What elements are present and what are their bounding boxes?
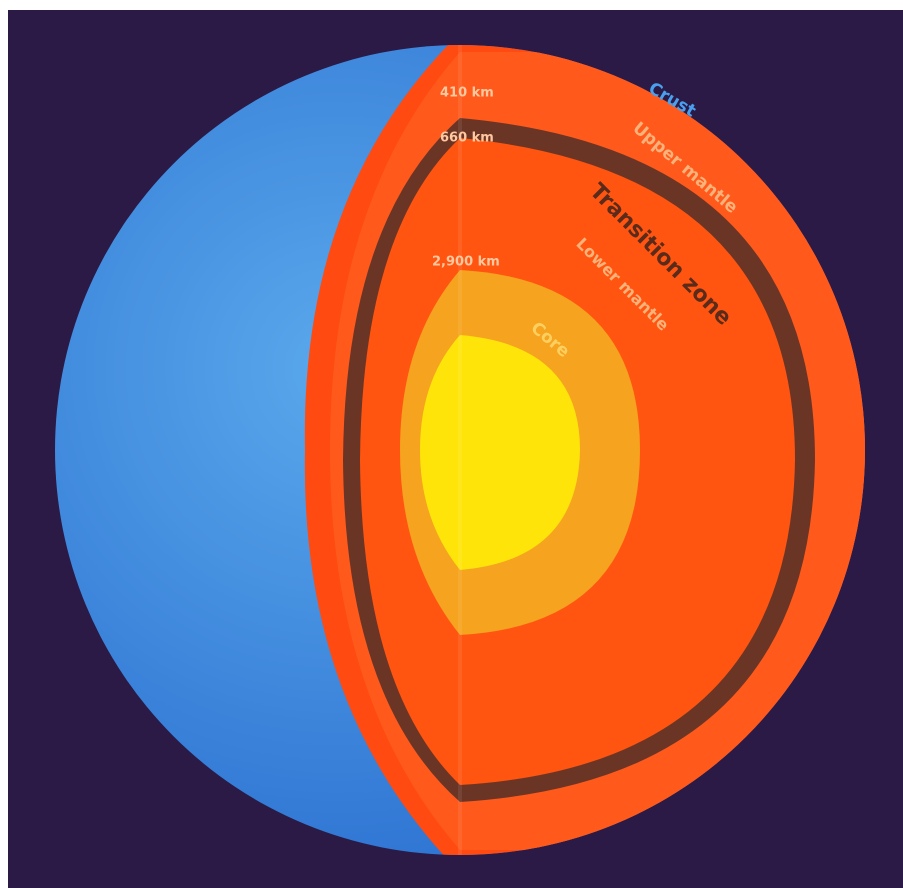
depth-label: 410 km xyxy=(440,86,494,101)
inner-core xyxy=(420,335,580,570)
cutaway xyxy=(304,45,865,855)
depth-label: 2,900 km xyxy=(432,255,500,270)
depth-label: 660 km xyxy=(440,131,494,146)
cut-line xyxy=(458,45,462,855)
